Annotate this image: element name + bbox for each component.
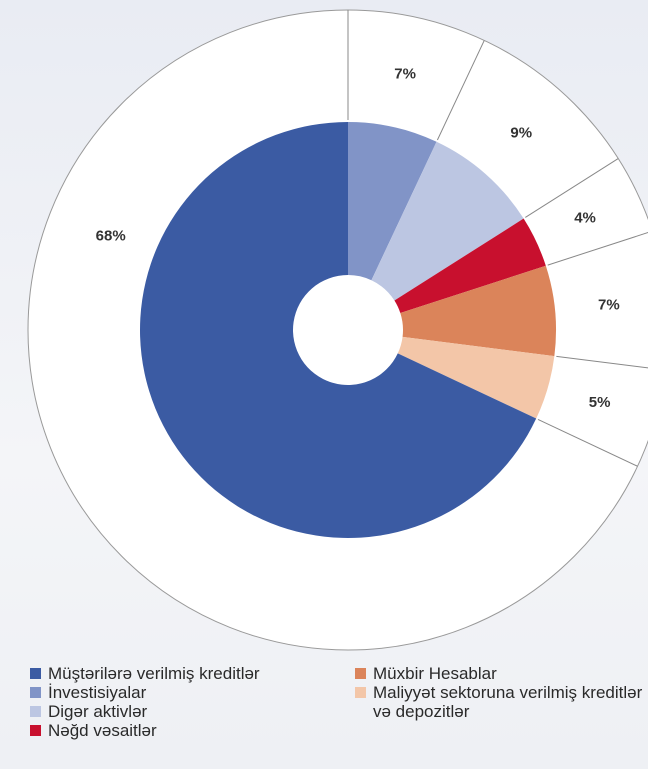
legend-label: Digər aktivlər	[48, 702, 148, 721]
legend-label: Müxbir Hesablar	[373, 664, 497, 683]
legend-item: Müxbir Hesablar	[355, 664, 648, 683]
legend-item: Maliyyət sektoruna verilmiş kreditlər və…	[355, 683, 648, 721]
value-label: 68%	[96, 228, 126, 245]
legend: Müştərilərə verilmiş kreditlər İnvestisiy…	[30, 664, 648, 740]
legend-swatch	[30, 725, 41, 736]
chart: 7% 9% 4% 7% 5% 68%	[27, 9, 648, 651]
legend-label: İnvestisiyalar	[48, 683, 147, 702]
legend-swatch	[355, 668, 366, 679]
slice	[394, 218, 546, 314]
legend-swatch	[30, 687, 41, 698]
legend-swatch	[30, 706, 41, 717]
divider	[525, 158, 619, 218]
slice	[400, 265, 556, 357]
value-label: 5%	[589, 394, 611, 411]
slice	[371, 141, 524, 301]
legend-label: Maliyyət sektoruna verilmiş kreditlər və…	[373, 683, 643, 721]
value-label: 4%	[574, 209, 596, 226]
divider	[556, 355, 648, 369]
legend-item: Müştərilərə verilmiş kreditlər	[30, 664, 355, 683]
divider	[547, 231, 648, 266]
divider	[436, 40, 485, 141]
legend-swatch	[30, 668, 41, 679]
legend-item: İnvestisiyalar	[30, 683, 355, 702]
legend-item: Nəğd vəsaitlər	[30, 721, 355, 740]
value-label: 9%	[510, 124, 532, 141]
divider	[537, 418, 638, 467]
legend-label: Nəğd vəsaitlər	[48, 721, 157, 740]
value-label: 7%	[598, 296, 620, 313]
slice	[140, 122, 537, 539]
slice	[397, 336, 555, 419]
legend-swatch	[355, 687, 366, 698]
value-label: 7%	[394, 65, 416, 82]
legend-label: Müştərilərə verilmiş kreditlər	[48, 664, 260, 683]
legend-item: Digər aktivlər	[30, 702, 355, 721]
slice	[348, 122, 437, 281]
